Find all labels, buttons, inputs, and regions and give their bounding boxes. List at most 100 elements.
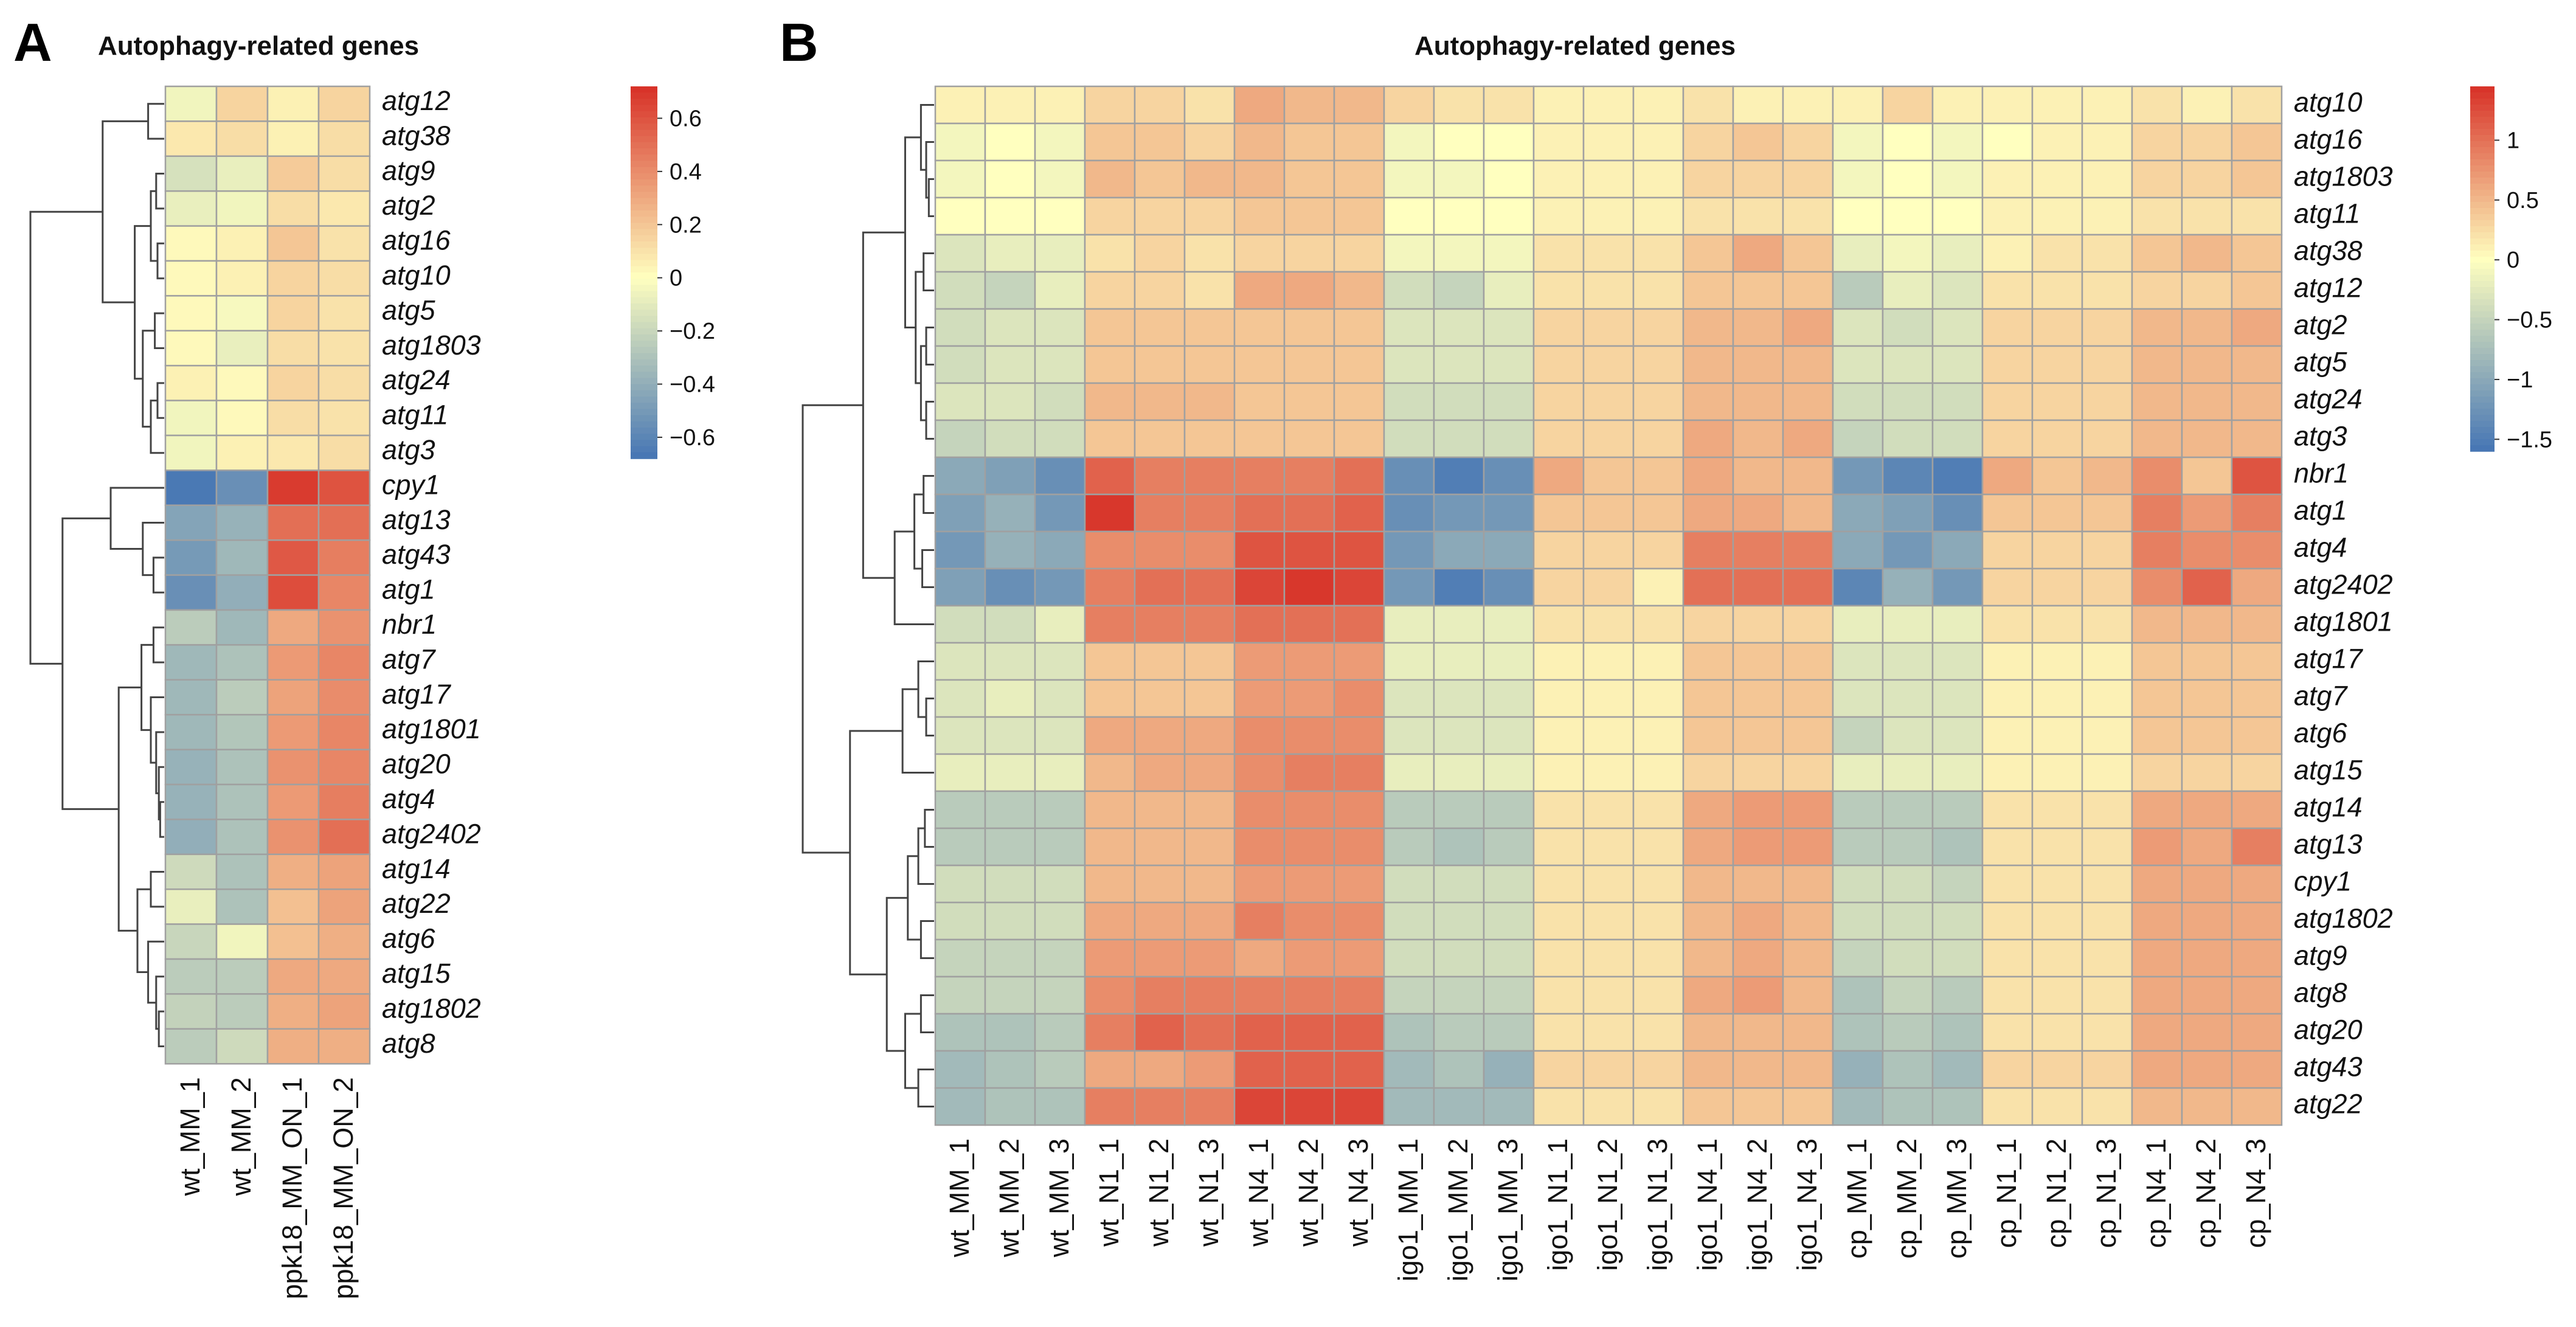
heatmap-cell: [984, 938, 1036, 978]
legend-gradient-step: [631, 198, 657, 205]
heatmap-cell: [934, 345, 986, 384]
heatmap-cell: [1882, 1087, 1934, 1126]
column-label: ppk18_MM_ON_2: [328, 1077, 359, 1299]
heatmap-cell: [1134, 716, 1186, 755]
dendrogram-branch: [158, 1010, 164, 1047]
heatmap-cell: [164, 749, 218, 786]
heatmap-cell: [1034, 493, 1086, 533]
heatmap-cell: [1084, 419, 1136, 459]
heatmap-cell: [1084, 196, 1136, 236]
heatmap-cell: [1882, 1050, 1934, 1089]
heatmap-cell: [2081, 382, 2133, 421]
heatmap-cell: [2031, 938, 2083, 978]
legend-gradient-step: [2470, 269, 2495, 275]
heatmap-cell: [1832, 679, 1884, 718]
row-label: atg10: [2294, 87, 2363, 118]
legend-gradient-step: [631, 229, 657, 236]
column-label: igo1_N1_1: [1542, 1138, 1573, 1271]
legend-gradient-step: [631, 179, 657, 186]
heatmap-cell: [1981, 419, 2034, 459]
legend-gradient-step: [2470, 165, 2495, 172]
column-label: wt_MM_2: [994, 1138, 1025, 1258]
heatmap-cell: [317, 85, 371, 122]
heatmap-cell: [2181, 419, 2233, 459]
heatmap-cell: [1682, 196, 1734, 236]
heatmap-cell: [1632, 1087, 1684, 1126]
heatmap-cell: [266, 888, 320, 925]
heatmap-cell: [1632, 382, 1684, 421]
heatmap-cell: [1582, 1013, 1635, 1052]
heatmap-cell: [1582, 901, 1635, 941]
heatmap-cell: [266, 993, 320, 1030]
legend-gradient-step: [631, 99, 657, 106]
heatmap-cell: [2231, 456, 2283, 496]
heatmap-cell: [1333, 345, 1385, 384]
heatmap-cell: [2131, 605, 2183, 644]
heatmap-cell: [1483, 642, 1535, 681]
heatmap-cell: [266, 609, 320, 646]
legend-gradient-step: [2470, 384, 2495, 391]
legend-gradient-step: [631, 117, 657, 124]
heatmap-cell: [2081, 234, 2133, 273]
heatmap-cell: [215, 190, 269, 227]
heatmap-cell: [1183, 196, 1236, 236]
heatmap-cell: [1034, 753, 1086, 792]
heatmap-cell: [934, 864, 986, 904]
heatmap-cell: [984, 790, 1036, 830]
heatmap-cell: [164, 400, 218, 437]
heatmap-cell: [1084, 753, 1136, 792]
heatmap-cell: [1782, 85, 1834, 125]
heatmap-cell: [934, 419, 986, 459]
heatmap-cell: [1483, 493, 1535, 533]
legend-gradient-step: [2470, 159, 2495, 166]
heatmap-cell: [1632, 605, 1684, 644]
dendrogram-branch: [925, 698, 934, 736]
heatmap-cell: [2081, 901, 2133, 941]
heatmap-cell: [1333, 493, 1385, 533]
heatmap-cell: [1532, 234, 1585, 273]
heatmap-cell: [266, 644, 320, 681]
dendrogram-branch: [917, 827, 934, 885]
legend-tick-label: −1.5: [2507, 427, 2552, 452]
heatmap-cell: [2131, 85, 2183, 125]
heatmap-cell: [1183, 1050, 1236, 1089]
heatmap-cell: [1882, 382, 1934, 421]
heatmap-cell: [266, 853, 320, 890]
legend-gradient-step: [2470, 86, 2495, 93]
heatmap-cell: [1582, 938, 1635, 978]
legend-gradient-step: [631, 334, 657, 341]
heatmap-cell: [1433, 382, 1485, 421]
heatmap-cell: [1782, 1013, 1834, 1052]
heatmap-cell: [1183, 308, 1236, 347]
legend-gradient-step: [631, 415, 657, 422]
heatmap-cell: [1183, 827, 1236, 867]
heatmap-cell: [1682, 1087, 1734, 1126]
heatmap-cell: [1433, 308, 1485, 347]
heatmap-cell: [1632, 271, 1684, 310]
row-label: atg15: [2294, 755, 2363, 786]
heatmap-cell: [1882, 456, 1934, 496]
row-label: nbr1: [382, 609, 437, 640]
heatmap-cell: [1981, 790, 2034, 830]
heatmap-cell: [1433, 271, 1485, 310]
heatmap-cell: [2181, 1087, 2233, 1126]
heatmap-cell: [1981, 1013, 2034, 1052]
heatmap-cell: [1931, 1050, 1984, 1089]
heatmap-cell: [984, 234, 1036, 273]
legend-gradient-step: [631, 341, 657, 348]
heatmap-cell: [1483, 679, 1535, 718]
heatmap-cell: [1333, 456, 1385, 496]
heatmap-cell: [1931, 271, 1984, 310]
heatmap-cell: [2231, 642, 2283, 681]
heatmap-cell: [1682, 753, 1734, 792]
heatmap-cell: [1283, 493, 1335, 533]
heatmap-cell: [1931, 938, 1984, 978]
heatmap-cell: [215, 364, 269, 401]
heatmap-cell: [1333, 716, 1385, 755]
row-label: atg43: [382, 539, 451, 570]
heatmap-cell: [2131, 1050, 2183, 1089]
heatmap-cell: [934, 1087, 986, 1126]
heatmap-cell: [1483, 1050, 1535, 1089]
heatmap-cell: [1233, 1087, 1286, 1126]
column-label: igo1_MM_2: [1442, 1138, 1473, 1281]
